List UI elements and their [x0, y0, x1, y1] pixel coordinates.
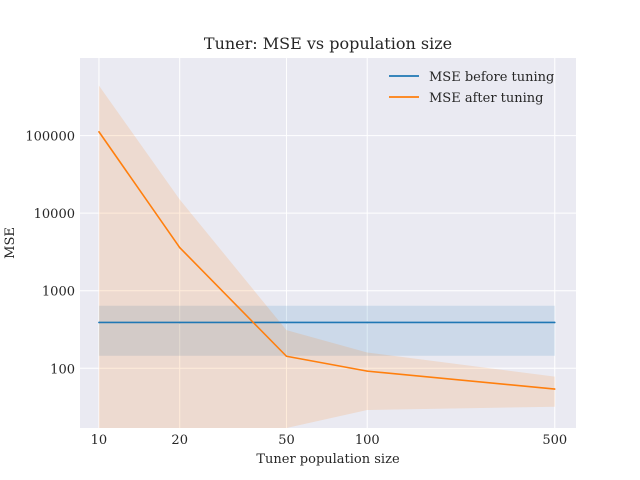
data-point	[285, 355, 288, 358]
data-point	[366, 370, 369, 372]
y-tick-label: 1000	[42, 285, 75, 300]
x-tick-label: 100	[355, 433, 380, 448]
plot-area	[80, 58, 576, 428]
legend: MSE before tuning MSE after tuning	[389, 70, 554, 106]
confidence-band-0	[98, 305, 555, 356]
grid	[80, 58, 576, 428]
confidence-band-1	[98, 85, 555, 428]
x-tick-label: 10	[91, 433, 108, 448]
series-lines	[98, 130, 556, 390]
data-point	[553, 321, 556, 324]
x-tick-label: 50	[278, 433, 295, 448]
y-tick-label: 100	[50, 362, 75, 377]
data-point	[178, 321, 181, 324]
data-point	[98, 321, 100, 324]
x-tick-label: 500	[542, 433, 567, 448]
legend-label-0: MSE before tuning	[429, 70, 554, 85]
data-point	[98, 130, 100, 133]
confidence-bands	[98, 85, 555, 428]
y-tick-label: 100000	[25, 130, 75, 145]
chart-title: Tuner: MSE vs population size	[204, 34, 452, 53]
x-tick-label: 20	[171, 433, 188, 448]
data-point	[553, 388, 556, 390]
x-axis-label: Tuner population size	[256, 452, 400, 467]
data-point	[285, 321, 288, 324]
legend-label-1: MSE after tuning	[429, 91, 544, 106]
data-point	[178, 246, 181, 249]
y-axis: 100 1000 10000 100000	[25, 130, 75, 378]
x-axis: 10 20 50 100 500	[91, 433, 568, 448]
y-tick-label: 10000	[34, 207, 75, 222]
y-axis-label: MSE	[3, 227, 18, 259]
data-point	[366, 321, 369, 324]
